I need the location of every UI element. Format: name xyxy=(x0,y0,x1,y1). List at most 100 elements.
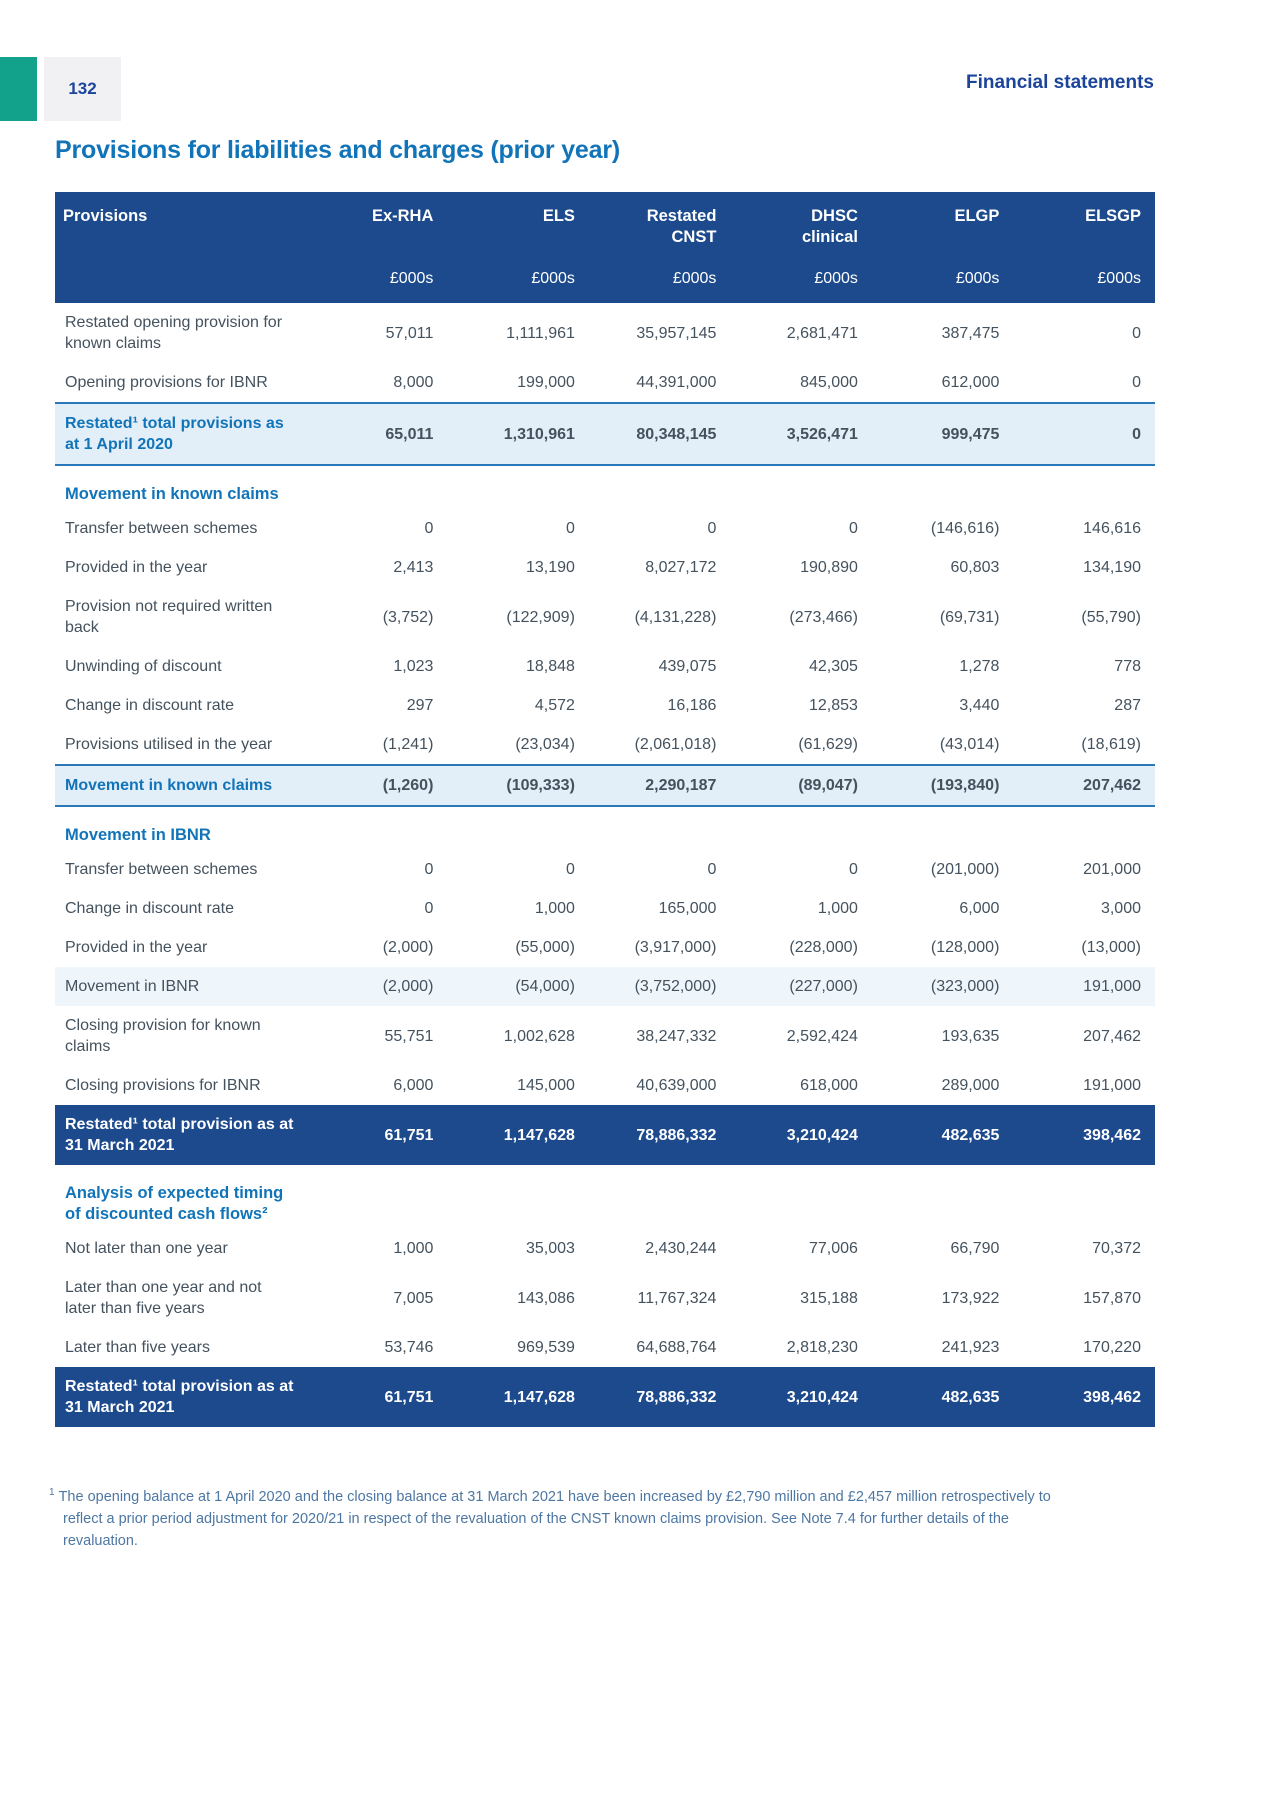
row-value: 289,000 xyxy=(871,1066,1014,1105)
row-value: 3,440 xyxy=(871,686,1014,725)
row-label-text: Provided in the year xyxy=(65,559,208,576)
row-value: 201,000 xyxy=(1013,850,1155,889)
row-value: 439,075 xyxy=(588,647,731,686)
row-value: 3,210,424 xyxy=(730,1105,872,1165)
row-value: (109,333) xyxy=(447,764,589,807)
footnote-marker: 1 xyxy=(49,1487,55,1498)
row-value: 845,000 xyxy=(730,363,872,403)
row-value: 1,278 xyxy=(871,647,1014,686)
row-value: 207,462 xyxy=(1013,1006,1155,1066)
row-value: 1,111,961 xyxy=(447,303,589,363)
row-value: 207,462 xyxy=(1013,764,1155,807)
row-value: (54,000) xyxy=(447,967,589,1006)
row-value: (3,917,000) xyxy=(588,928,731,967)
row-value: (273,466) xyxy=(730,587,872,647)
page-title: Provisions for liabilities and charges (… xyxy=(55,136,620,164)
row-value: 16,186 xyxy=(588,686,731,725)
row-value: (201,000) xyxy=(871,850,1014,889)
row-value: 618,000 xyxy=(730,1066,872,1105)
row-label: Analysis of expected timing of discounte… xyxy=(55,1165,1155,1229)
row-value: 3,000 xyxy=(1013,889,1155,928)
row-label-text: Transfer between schemes xyxy=(65,861,258,878)
column-unit: £000s xyxy=(447,248,589,303)
page-number: 132 xyxy=(68,79,97,98)
column-header-elsgp: ELSGP xyxy=(1013,192,1155,248)
row-label: Restated¹ total provision as at 31 March… xyxy=(55,1105,306,1165)
table-row: Provided in the year 2,413 13,190 8,027,… xyxy=(55,548,1155,587)
column-header-line2 xyxy=(447,227,575,248)
section-header-row: Movement in known claims xyxy=(55,465,1155,509)
row-label: Change in discount rate xyxy=(55,889,306,928)
row-label-text: Restated¹ total provision as at 31 March… xyxy=(65,1378,294,1416)
row-value: (228,000) xyxy=(730,928,872,967)
column-unit: £000s xyxy=(871,248,1014,303)
row-value: (1,241) xyxy=(305,725,448,765)
row-label: Provision not required written back xyxy=(55,587,306,647)
row-value: (128,000) xyxy=(871,928,1014,967)
row-value: 65,011 xyxy=(305,402,448,466)
provisions-table-body: Restated opening provision for known cla… xyxy=(55,303,1155,1427)
row-value: 398,462 xyxy=(1013,1367,1155,1427)
row-value: (1,260) xyxy=(305,764,448,807)
row-label-text: Transfer between schemes xyxy=(65,520,258,537)
units-corner xyxy=(55,248,306,303)
row-label-text: Later than five years xyxy=(65,1339,210,1356)
row-value: (227,000) xyxy=(730,967,872,1006)
row-value: (89,047) xyxy=(730,764,872,807)
row-value: 0 xyxy=(447,509,589,548)
row-value: 778 xyxy=(1013,647,1155,686)
column-header-line2 xyxy=(1013,227,1141,248)
row-value: 191,000 xyxy=(1013,967,1155,1006)
row-value: (13,000) xyxy=(1013,928,1155,967)
table-row: Unwinding of discount 1,023 18,848 439,0… xyxy=(55,647,1155,686)
row-value: 190,890 xyxy=(730,548,872,587)
row-value: 70,372 xyxy=(1013,1229,1155,1268)
row-value: 0 xyxy=(1013,303,1155,363)
table-row: Provisions utilised in the year (1,241) … xyxy=(55,725,1155,765)
row-label-text: Change in discount rate xyxy=(65,900,234,917)
row-value: 18,848 xyxy=(447,647,589,686)
column-header-elgp: ELGP xyxy=(871,192,1014,248)
row-label-text: Change in discount rate xyxy=(65,697,234,714)
row-value: 145,000 xyxy=(447,1066,589,1105)
row-value: 398,462 xyxy=(1013,1105,1155,1165)
row-value: 999,475 xyxy=(871,402,1014,466)
column-header-line1: ELSGP xyxy=(1085,207,1141,225)
row-value: 8,000 xyxy=(305,363,448,403)
column-header-line1: DHSC xyxy=(811,207,858,225)
table-row: Opening provisions for IBNR 8,000 199,00… xyxy=(55,363,1155,403)
provisions-table: Provisions Ex-RHA ELS Restated CNST DHSC… xyxy=(55,192,1155,1427)
row-value: 143,086 xyxy=(447,1268,589,1328)
row-value: (23,034) xyxy=(447,725,589,765)
table-row: Movement in IBNR (2,000) (54,000) (3,752… xyxy=(55,967,1155,1006)
table-row: Restated opening provision for known cla… xyxy=(55,303,1155,363)
row-label: Movement in IBNR xyxy=(55,967,306,1006)
row-value: 77,006 xyxy=(730,1229,872,1268)
column-unit: £000s xyxy=(305,248,448,303)
row-value: 612,000 xyxy=(871,363,1014,403)
row-value: 199,000 xyxy=(447,363,589,403)
footnote: 1 The opening balance at 1 April 2020 and… xyxy=(49,1482,1069,1552)
units-row: £000s £000s £000s £000s £000s £000s xyxy=(55,248,1155,303)
table-row: Change in discount rate 297 4,572 16,186… xyxy=(55,686,1155,725)
row-value: 173,922 xyxy=(871,1268,1014,1328)
table-header: Provisions Ex-RHA ELS Restated CNST DHSC… xyxy=(55,192,1155,303)
row-label: Movement in IBNR xyxy=(55,806,1155,850)
row-value: 64,688,764 xyxy=(588,1328,731,1367)
row-label: Restated¹ total provisions as at 1 April… xyxy=(55,402,306,466)
row-label: Change in discount rate xyxy=(55,686,306,725)
column-unit: £000s xyxy=(588,248,731,303)
row-value: 0 xyxy=(1013,363,1155,403)
row-value: (122,909) xyxy=(447,587,589,647)
row-value: 66,790 xyxy=(871,1229,1014,1268)
row-label-text: Movement in known claims xyxy=(65,777,273,794)
header-section-label: Financial statements xyxy=(966,72,1154,93)
row-value: 134,190 xyxy=(1013,548,1155,587)
row-value: 1,147,628 xyxy=(447,1105,589,1165)
page-number-block: 132 xyxy=(44,57,121,121)
row-value: (55,790) xyxy=(1013,587,1155,647)
row-value: (43,014) xyxy=(871,725,1014,765)
row-value: 2,681,471 xyxy=(730,303,872,363)
row-label: Movement in known claims xyxy=(55,764,306,807)
